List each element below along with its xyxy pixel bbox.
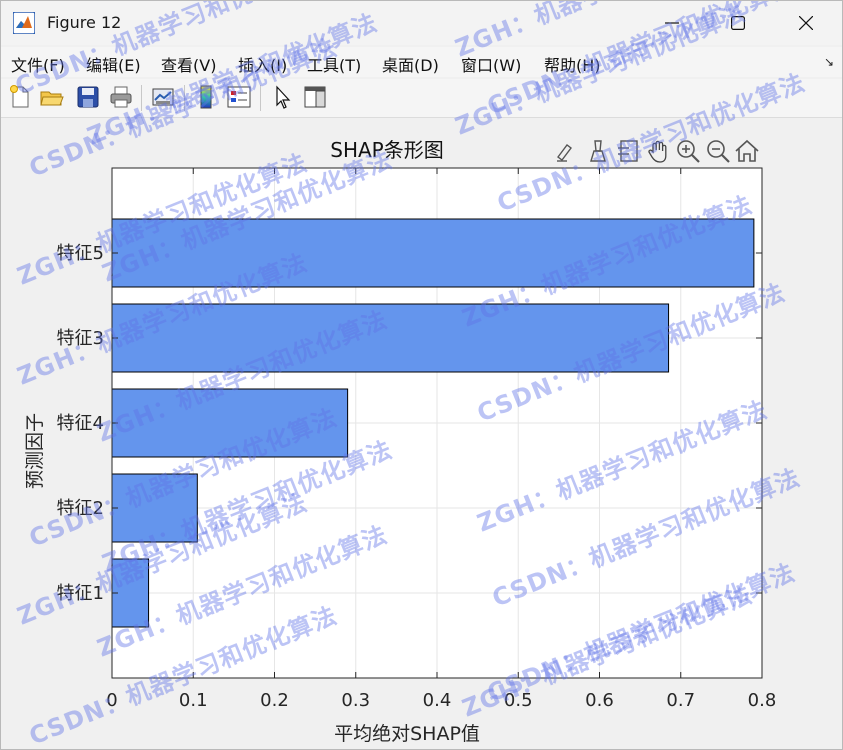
figure-toolbar — [1, 79, 842, 118]
print-icon[interactable] — [108, 84, 134, 110]
toolbar-separator — [260, 85, 261, 111]
x-tick-label: 0.1 — [179, 690, 208, 711]
data-tips-icon[interactable] — [584, 137, 612, 165]
edit-plot-icon[interactable] — [269, 84, 295, 110]
zoom-out-icon[interactable] — [704, 137, 732, 165]
toolbar-separator — [184, 85, 185, 111]
chart-title: SHAP条形图 — [330, 138, 443, 162]
open-file-icon[interactable] — [39, 84, 65, 110]
x-tick-label: 0.2 — [260, 690, 289, 711]
home-icon[interactable] — [733, 137, 761, 165]
restore-view-icon[interactable] — [615, 137, 643, 165]
y-tick-label: 特征2 — [57, 498, 104, 519]
y-tick-label: 特征1 — [57, 583, 104, 604]
colorbar-icon[interactable] — [193, 84, 219, 110]
close-icon — [799, 16, 813, 30]
bar-特征1[interactable] — [111, 558, 150, 628]
property-inspector-icon[interactable] — [302, 84, 328, 110]
y-tick-label: 特征5 — [57, 243, 104, 264]
menu-view[interactable]: 查看(V) — [161, 56, 217, 75]
figure-canvas: 0 0.1 0.2 0.3 0.4 0.5 0.6 0.7 0.8 特征1 特征2 特征4 特征3 特征5… — [1, 118, 842, 749]
menu-window[interactable]: 窗口(W) — [461, 56, 522, 75]
menu-help[interactable]: 帮助(H) — [544, 56, 601, 75]
minimize-button[interactable] — [641, 1, 703, 45]
window-title: Figure 12 — [47, 13, 122, 32]
close-button[interactable] — [775, 1, 837, 45]
zoom-in-icon[interactable] — [674, 137, 702, 165]
menu-overflow-icon[interactable]: ↘ — [823, 55, 834, 69]
save-icon[interactable] — [75, 84, 101, 110]
bar-特征5[interactable] — [111, 218, 755, 288]
menu-edit[interactable]: 编辑(E) — [86, 56, 141, 75]
title-bar[interactable]: Figure 12 — [1, 1, 842, 45]
menu-bar: 文件(F) 编辑(E) 查看(V) 插入(I) 工具(T) 桌面(D) 窗口(W… — [1, 47, 842, 77]
toolbar-separator — [141, 85, 142, 111]
maximize-button[interactable] — [707, 1, 769, 45]
x-axis-label: 平均绝对SHAP值 — [334, 723, 480, 745]
x-tick-label: 0.6 — [585, 690, 614, 711]
y-tick-label: 特征3 — [57, 328, 104, 349]
bar-特征4[interactable] — [111, 388, 349, 458]
menu-desktop[interactable]: 桌面(D) — [382, 56, 439, 75]
x-tick-label: 0.8 — [748, 690, 777, 711]
bar-特征3[interactable] — [111, 303, 670, 373]
y-axis-label: 预测因子 — [24, 413, 46, 489]
x-tick-label: 0 — [106, 690, 117, 711]
bar-特征2[interactable] — [111, 473, 198, 543]
x-tick-label: 0.7 — [666, 690, 695, 711]
maximize-icon — [731, 16, 745, 30]
new-figure-icon[interactable] — [7, 84, 33, 110]
link-plot-icon[interactable] — [150, 84, 176, 110]
x-tick-label: 0.3 — [341, 690, 370, 711]
y-tick-label: 特征4 — [57, 413, 104, 434]
matlab-logo-icon — [13, 12, 35, 34]
pan-icon[interactable] — [645, 137, 673, 165]
minimize-icon — [665, 22, 679, 24]
shap-bar-chart: 0 0.1 0.2 0.3 0.4 0.5 0.6 0.7 0.8 特征1 特征2 特征4 特征3 特征5… — [24, 138, 777, 745]
x-tick-label: 0.4 — [423, 690, 452, 711]
menu-insert[interactable]: 插入(I) — [238, 56, 288, 75]
brush-icon[interactable] — [553, 137, 581, 165]
x-tick-label: 0.5 — [504, 690, 533, 711]
menu-tools[interactable]: 工具(T) — [307, 56, 362, 75]
menu-file[interactable]: 文件(F) — [11, 56, 65, 75]
legend-icon[interactable] — [226, 84, 252, 110]
